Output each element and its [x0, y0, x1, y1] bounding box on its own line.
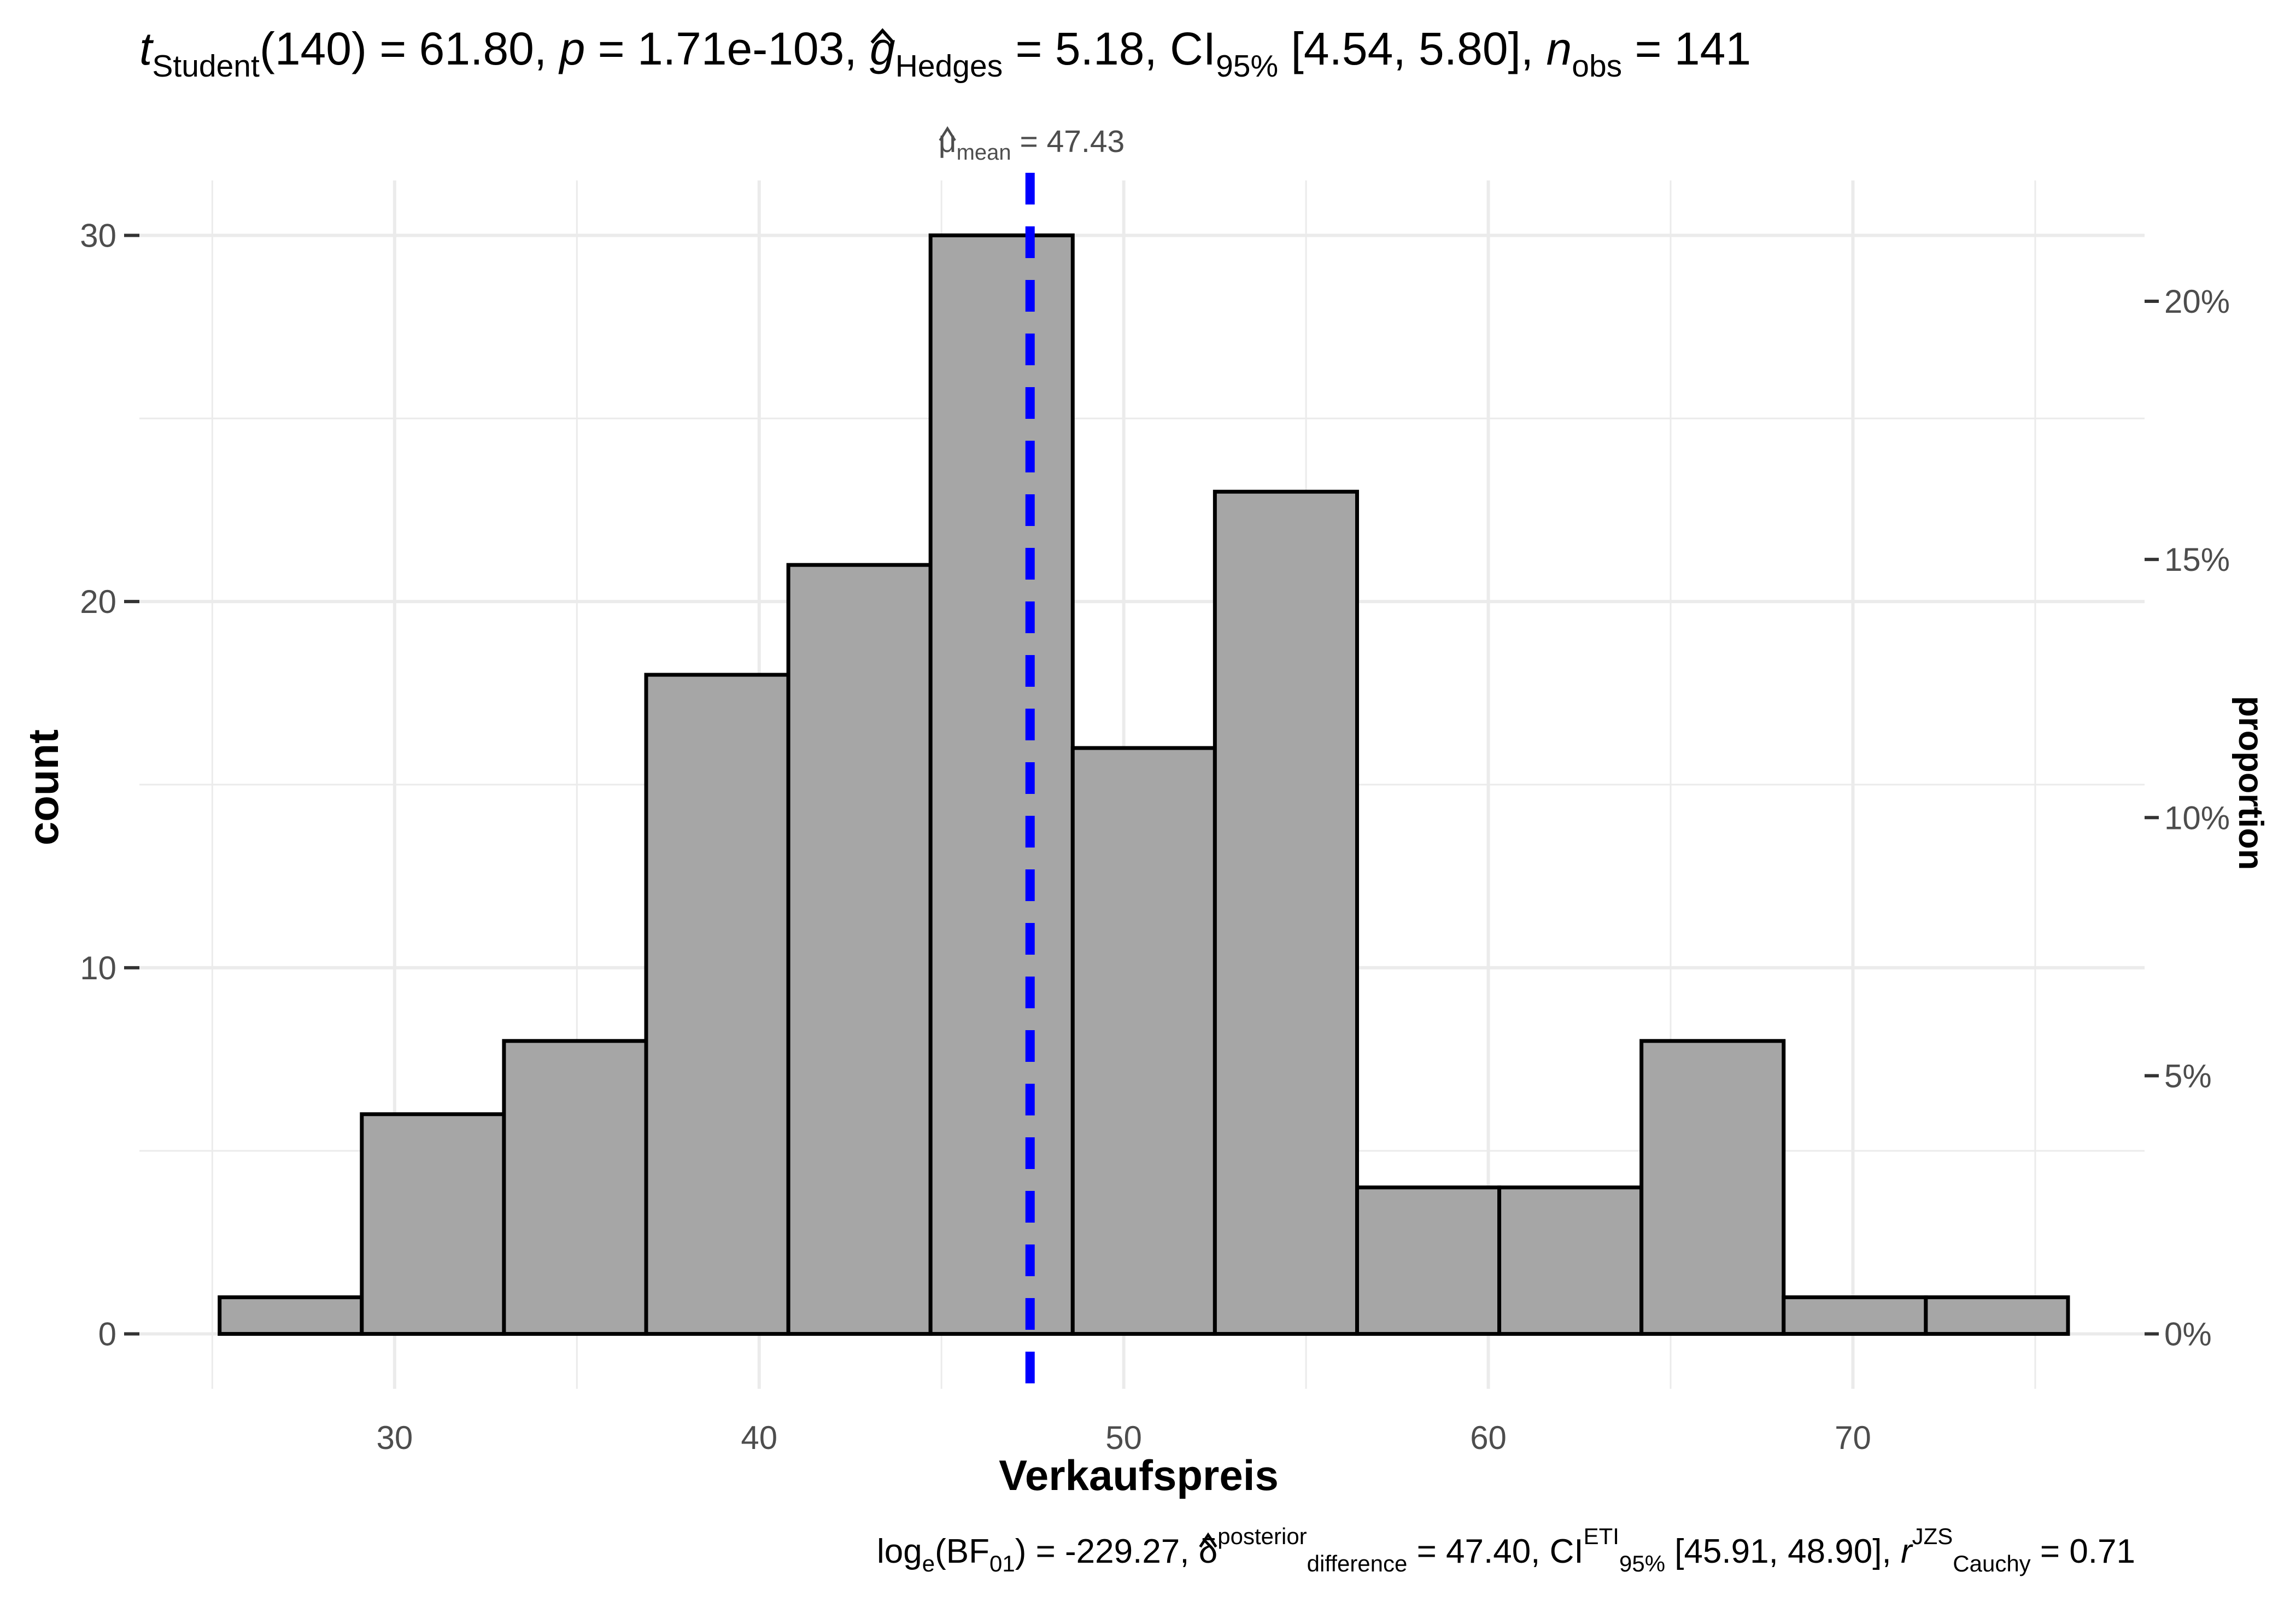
ci-eti-value: [45.91, 48.90],	[1665, 1533, 1901, 1570]
delta-hat-accent	[1199, 1532, 1217, 1548]
mean-subscript: mean	[957, 141, 1011, 165]
axes: 0 10 20 30 30 40 50 60 70 0% 5% 10% 15% 20%	[80, 217, 2230, 1456]
stats-subtitle-top: tStudent(140) = 61.80, p = 1.71e-103, gH…	[139, 23, 1751, 84]
t-subscript: Student	[152, 49, 260, 84]
histogram-bar	[1924, 1295, 2070, 1336]
ci-eti-superscript: ETI	[1584, 1523, 1619, 1549]
log-subscript: e	[922, 1551, 935, 1576]
x-axis-tick-label: 50	[1105, 1419, 1142, 1456]
n-subscript: obs	[1572, 49, 1622, 84]
t-symbol: t	[139, 23, 154, 74]
y2-axis-tick-label: 15%	[2164, 541, 2230, 578]
ci-value: [4.54, 5.80],	[1278, 23, 1546, 74]
y-axis-tick-label: 30	[80, 217, 116, 254]
histogram-bar	[218, 1295, 364, 1336]
x-axis-tick-label: 70	[1835, 1419, 1871, 1456]
delta-superscript: posterior	[1217, 1523, 1307, 1549]
y2-axis-tick-label: 10%	[2164, 799, 2230, 836]
g-value: = 5.18, CI	[1003, 23, 1216, 74]
y-axis-title: count	[19, 729, 67, 845]
mu-hat-accent	[939, 126, 956, 142]
histogram-bar	[928, 233, 1075, 1336]
y-axis-tick-label: 10	[80, 950, 116, 986]
ci-subscript: 95%	[1216, 49, 1278, 84]
histogram-bar	[360, 1112, 506, 1336]
x-axis-tick-label: 40	[741, 1419, 777, 1456]
histogram-bar	[502, 1039, 648, 1336]
g-subscript: Hedges	[895, 49, 1003, 84]
delta-hat-symbol: δ	[1199, 1533, 1218, 1570]
histogram-bar	[1782, 1295, 1928, 1336]
histogram-bar	[1070, 746, 1217, 1336]
histogram-bar	[1639, 1039, 1786, 1336]
histogram-bar	[1497, 1185, 1644, 1336]
bf-value: ) = -229.27,	[1015, 1533, 1199, 1570]
histogram-bar	[644, 673, 790, 1336]
r-subscript: Cauchy	[1953, 1551, 2030, 1576]
y-axis-tick-label: 20	[80, 583, 116, 620]
histogram-bar	[1355, 1185, 1502, 1336]
y-axis-tick-label: 0	[98, 1316, 116, 1353]
p-value: = 1.71e-103,	[585, 23, 870, 74]
p-symbol: p	[558, 23, 585, 74]
r-superscript: JZS	[1912, 1523, 1953, 1549]
mean-value: = 47.43	[1011, 124, 1125, 159]
r-value: = 0.71	[2031, 1533, 2135, 1570]
bf-subscript: 01	[989, 1551, 1015, 1576]
mean-label: μmean = 47.43	[939, 124, 1125, 165]
stats-caption-bottom: loge(BF01) = -229.27, δposteriordifferen…	[877, 1523, 2135, 1576]
ci-eti-subscript: 95%	[1619, 1551, 1665, 1576]
n-value: = 141	[1622, 23, 1751, 74]
y2-axis-title: proportion	[2231, 696, 2270, 870]
y2-axis-tick-label: 20%	[2164, 283, 2230, 320]
x-axis-tick-label: 60	[1470, 1419, 1507, 1456]
n-symbol: n	[1547, 23, 1572, 74]
r-symbol: r	[1901, 1533, 1913, 1570]
y2-axis-tick-label: 5%	[2164, 1057, 2212, 1094]
g-hat-accent	[870, 28, 895, 44]
t-value: (140) = 61.80,	[260, 23, 560, 74]
delta-subscript: difference	[1307, 1551, 1408, 1576]
y2-axis-tick-label: 0%	[2164, 1316, 2212, 1353]
delta-value: = 47.40, CI	[1407, 1533, 1583, 1570]
bf-label: (BF	[935, 1533, 989, 1570]
histogram-bar	[1213, 489, 1359, 1336]
log-label: log	[877, 1533, 922, 1570]
histogram-bar	[786, 563, 933, 1336]
x-axis-tick-label: 30	[376, 1419, 413, 1456]
x-axis-title: Verkaufspreis	[999, 1451, 1279, 1499]
histogram-bars	[218, 233, 2070, 1336]
